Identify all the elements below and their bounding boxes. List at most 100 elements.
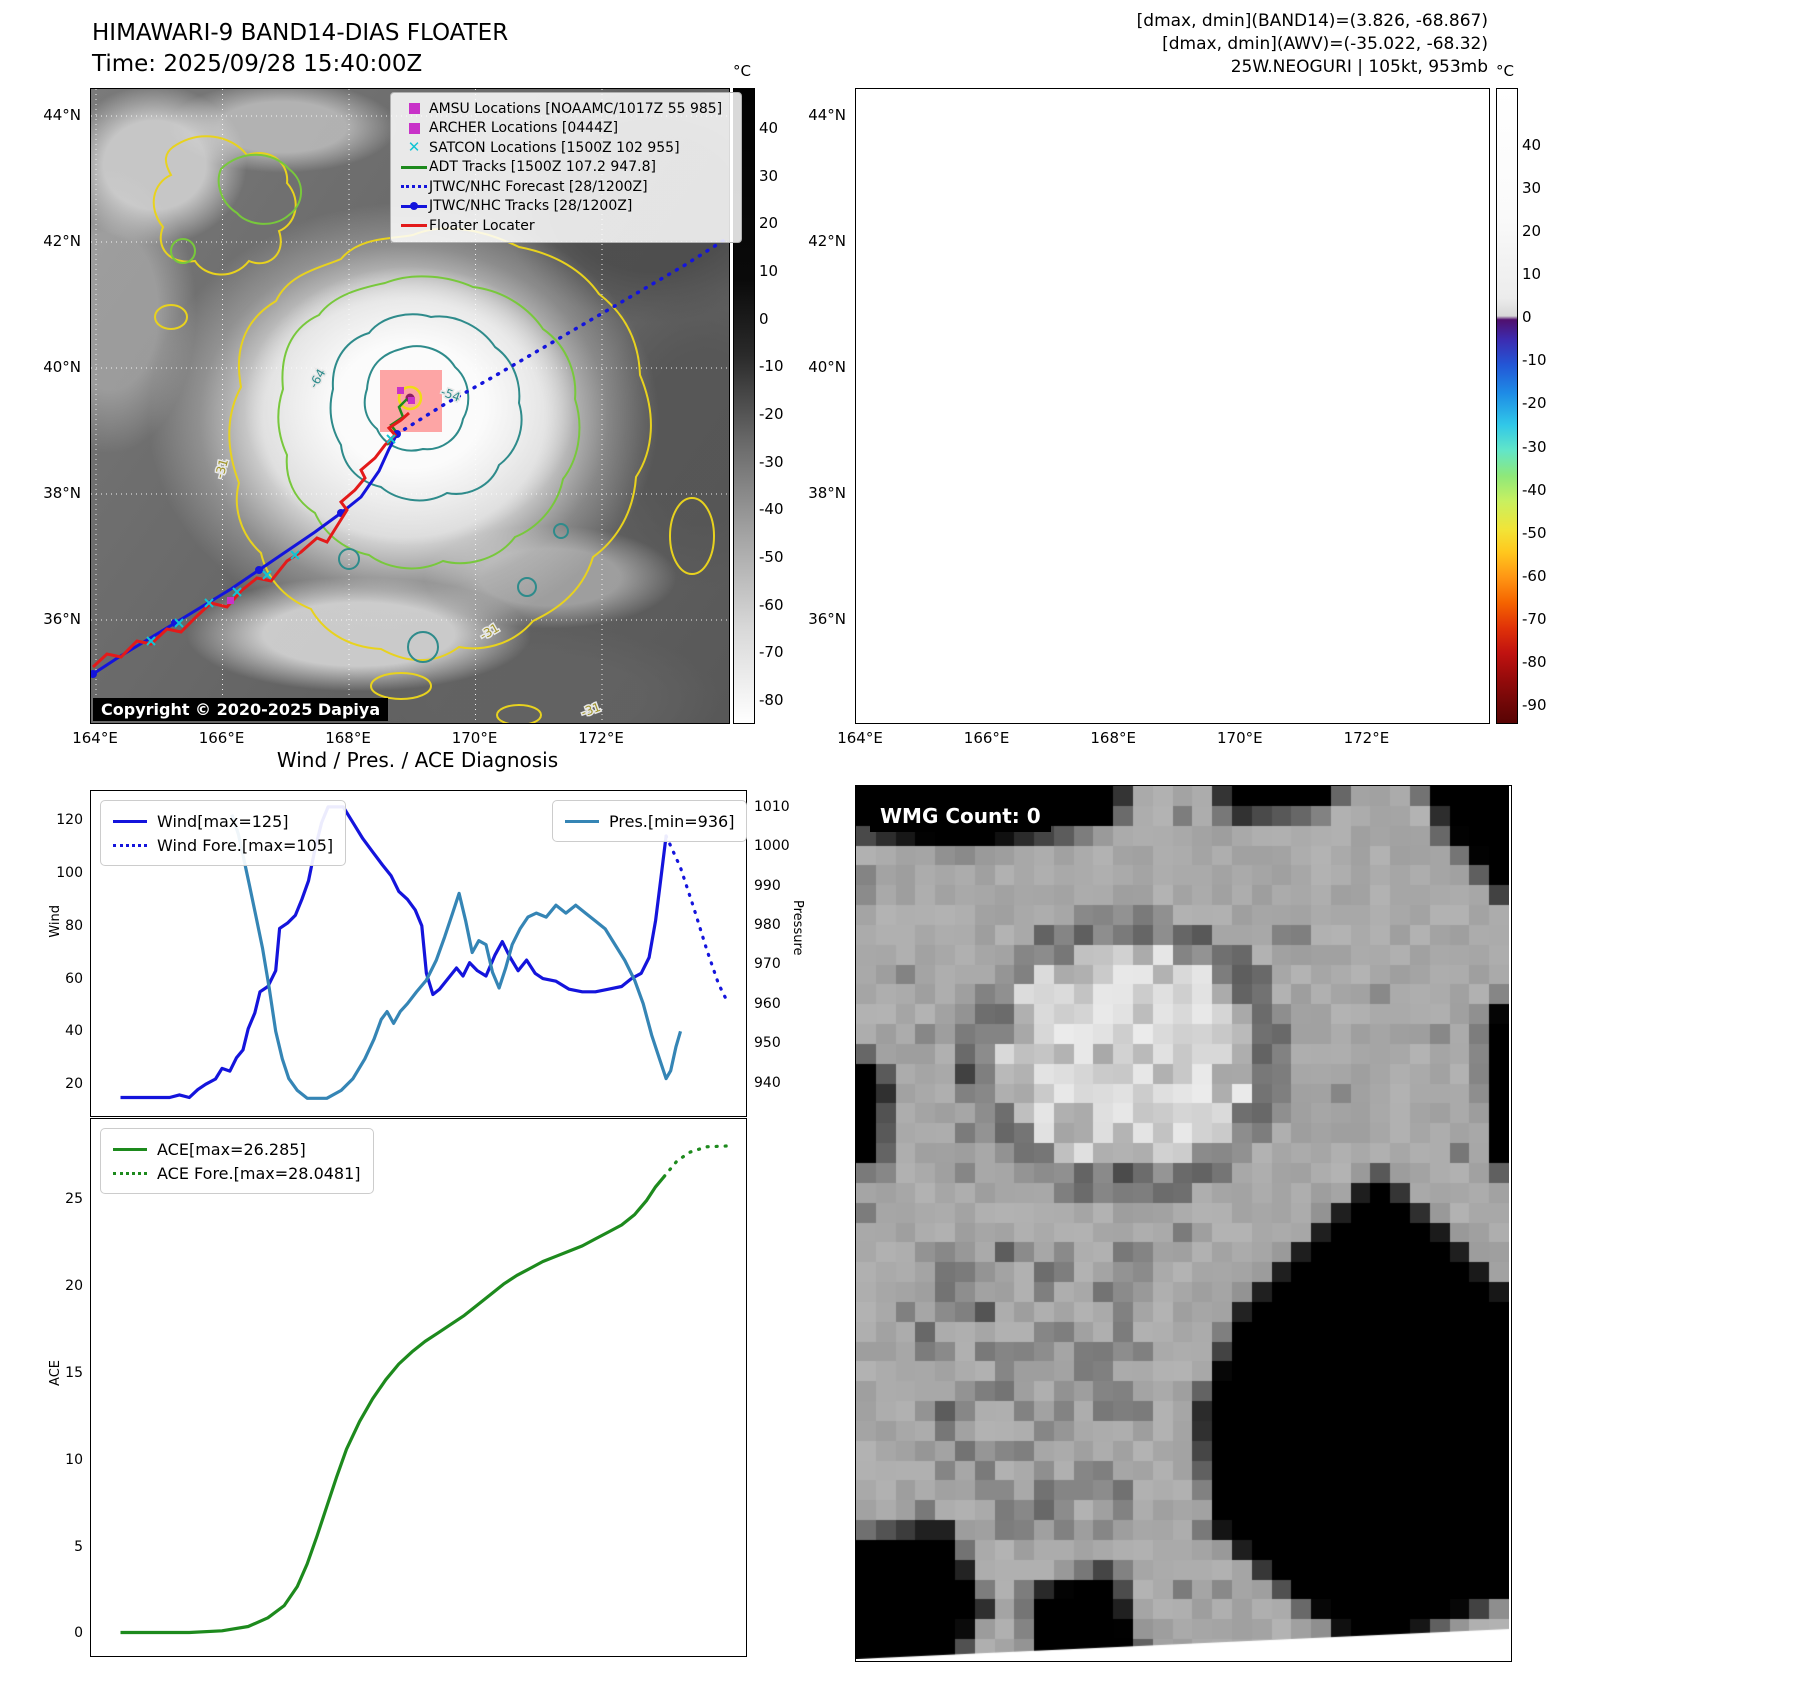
storm-intensity-line: 25W.NEOGURI | 105kt, 953mb bbox=[1230, 57, 1488, 77]
band14-title: HIMAWARI-9 BAND14-DIAS FLOATER bbox=[92, 20, 509, 46]
tick-label: -10 bbox=[759, 357, 784, 376]
wind-line-icon bbox=[113, 819, 147, 823]
chart-canvas bbox=[120, 1144, 729, 1635]
y-tick-label: 950 bbox=[754, 1035, 781, 1052]
y-tick-label: 60 bbox=[65, 970, 83, 987]
y-tick-label: 25 bbox=[65, 1190, 83, 1207]
tick-label: -40 bbox=[759, 500, 784, 519]
wind-legend: Wind[max=125] Wind Fore.[max=105] bbox=[100, 800, 347, 866]
awv-colorbar bbox=[1496, 88, 1518, 724]
floater-track bbox=[91, 411, 410, 669]
floater-line-icon bbox=[399, 218, 429, 234]
svg-text:-54: -54 bbox=[439, 385, 462, 405]
awv-map bbox=[855, 88, 1490, 724]
legend-item: ARCHER Locations [0444Z] bbox=[399, 119, 733, 139]
tick-label: 44°N bbox=[43, 106, 81, 124]
jtwc-track bbox=[92, 433, 399, 676]
tick-label: 44°N bbox=[808, 106, 846, 124]
y-tick-label: 40 bbox=[65, 1023, 83, 1040]
tick-label: -60 bbox=[759, 595, 784, 614]
wmg-microwave-image bbox=[856, 786, 1509, 1659]
tick-label: -70 bbox=[759, 643, 784, 662]
awv-header-block: [dmax, dmin](BAND14)=(3.826, -68.867) [d… bbox=[1040, 10, 1488, 79]
legend-item: ACE[max=26.285] bbox=[113, 1137, 361, 1161]
tick-label: 0 bbox=[1522, 308, 1532, 327]
svg-text:-31: -31 bbox=[212, 457, 231, 480]
tick-label: 20 bbox=[759, 214, 779, 233]
copyright-label: Copyright © 2020-2025 Dapiya bbox=[93, 698, 389, 721]
tick-label: -30 bbox=[1522, 437, 1547, 456]
ace-legend: ACE[max=26.285] ACE Fore.[max=28.0481] bbox=[100, 1128, 374, 1194]
jtwc-forecast-track bbox=[395, 235, 729, 436]
tick-label: -80 bbox=[759, 691, 784, 710]
tick-label: 36°N bbox=[43, 610, 81, 628]
y-tick-label: 980 bbox=[754, 916, 781, 933]
tick-label: -40 bbox=[1522, 480, 1547, 499]
tick-label: 36°N bbox=[808, 610, 846, 628]
tick-label: 42°N bbox=[43, 232, 81, 250]
wind-line bbox=[120, 805, 668, 1100]
forecast-dotted-icon bbox=[399, 179, 429, 195]
svg-text:-64: -64 bbox=[306, 367, 328, 391]
pressure-line-icon bbox=[565, 819, 599, 823]
band14-colorbar-ticks: 40 30 20 10 0 -10 -20 -30 -40 -50 -60 -70 -80 bbox=[757, 88, 793, 722]
wmg-panel: WMG Count: 0 bbox=[855, 785, 1512, 1662]
tick-label: 38°N bbox=[808, 484, 846, 502]
legend-item: ADT Tracks [1500Z 107.2 947.8] bbox=[399, 158, 733, 178]
amsu-archer-markers bbox=[227, 387, 415, 604]
adt-line-icon bbox=[399, 159, 429, 175]
y-tick-label: 120 bbox=[56, 812, 83, 829]
wmg-count-label: WMG Count: 0 bbox=[870, 800, 1051, 832]
band14-x-axis: 164°E 166°E 168°E 170°E 172°E bbox=[72, 726, 728, 748]
awv-y-axis: 44°N 42°N 40°N 38°N 36°N bbox=[795, 88, 850, 722]
tick-label: 170°E bbox=[451, 729, 498, 747]
y-tick-label: 20 bbox=[65, 1277, 83, 1294]
legend-item: Pres.[min=936] bbox=[565, 809, 734, 833]
band14-y-axis: 44°N 42°N 40°N 38°N 36°N bbox=[30, 88, 85, 722]
y-tick-label: 1000 bbox=[754, 838, 790, 855]
tick-label: 172°E bbox=[1343, 729, 1390, 747]
satcon-markers bbox=[146, 434, 396, 646]
tick-label: -60 bbox=[1522, 566, 1547, 585]
tick-label: 166°E bbox=[963, 729, 1010, 747]
y-tick-label: 960 bbox=[754, 995, 781, 1012]
band14-legend: AMSU Locations [NOAAMC/1017Z 55 985] ARC… bbox=[390, 92, 742, 243]
tick-label: 20 bbox=[1522, 222, 1542, 241]
svg-text:-31: -31 bbox=[579, 700, 602, 720]
ace-line-icon bbox=[113, 1147, 147, 1151]
tick-label: 42°N bbox=[808, 232, 846, 250]
tick-label: 168°E bbox=[1090, 729, 1136, 747]
legend-item: ACE Fore.[max=28.0481] bbox=[113, 1161, 361, 1185]
wind-forecast-line-icon bbox=[113, 843, 147, 847]
tick-label: 170°E bbox=[1216, 729, 1263, 747]
tick-label: 38°N bbox=[43, 484, 81, 502]
band14-colorbar bbox=[733, 88, 755, 724]
pressure-axis-label: Pressure bbox=[790, 900, 805, 956]
legend-item: AMSU Locations [NOAAMC/1017Z 55 985] bbox=[399, 99, 733, 119]
tick-label: -10 bbox=[1522, 351, 1547, 370]
amsu-square-icon bbox=[399, 101, 429, 117]
wind-axis-label: Wind bbox=[48, 905, 63, 938]
tick-label: -20 bbox=[1522, 394, 1547, 413]
y-tick-label: 940 bbox=[754, 1074, 781, 1091]
band14-title-block: HIMAWARI-9 BAND14-DIAS FLOATER Time: 202… bbox=[92, 18, 508, 80]
tick-label: 30 bbox=[1522, 179, 1542, 198]
ace-axis-label: ACE bbox=[48, 1360, 63, 1386]
tick-label: 10 bbox=[759, 262, 779, 280]
eye-contour bbox=[397, 385, 423, 411]
pressure-line bbox=[230, 814, 683, 1100]
satcon-x-icon: ✕ bbox=[407, 138, 421, 157]
ace-forecast-line bbox=[662, 1144, 729, 1179]
diagnosis-title: Wind / Pres. / ACE Diagnosis bbox=[276, 748, 559, 772]
dmax-dmin-awv: [dmax, dmin](AWV)=(-35.022, -68.32) bbox=[1162, 34, 1488, 54]
y-tick-label: 80 bbox=[65, 917, 83, 934]
archer-square-icon bbox=[399, 120, 429, 136]
pressure-legend: Pres.[min=936] bbox=[552, 800, 748, 842]
tick-label: 40 bbox=[759, 119, 779, 137]
legend-item: JTWC/NHC Tracks [28/1200Z] bbox=[399, 197, 733, 217]
y-tick-label: 10 bbox=[65, 1451, 83, 1468]
tick-label: 164°E bbox=[837, 729, 883, 747]
tick-label: 30 bbox=[759, 166, 779, 185]
tick-label: -50 bbox=[1522, 523, 1547, 542]
band14-colorbar-unit: °C bbox=[733, 62, 751, 80]
